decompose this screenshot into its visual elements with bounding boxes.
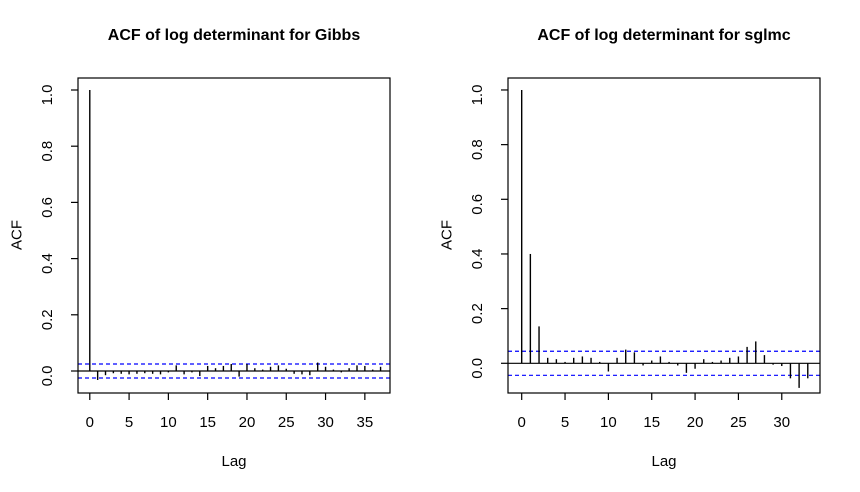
svg-text:0: 0 xyxy=(86,414,94,431)
svg-text:0: 0 xyxy=(518,414,526,431)
svg-text:0.4: 0.4 xyxy=(469,249,486,270)
svg-text:1.0: 1.0 xyxy=(469,85,486,106)
svg-text:15: 15 xyxy=(643,414,660,431)
svg-text:30: 30 xyxy=(773,414,790,431)
acf-panel-sglmc: 0 5 10 15 20 25 30 0.0 0.2 0.4 0.6 0.8 1.0 ACF of lo… xyxy=(430,0,860,492)
svg-text:10: 10 xyxy=(600,414,617,431)
svg-text:15: 15 xyxy=(199,414,216,431)
svg-text:0.2: 0.2 xyxy=(469,303,486,324)
svg-text:35: 35 xyxy=(357,414,374,431)
chart-title-gibbs: ACF of log determinant for Gibbs xyxy=(107,27,361,44)
x-axis-label-sglmc: Lag xyxy=(651,453,677,470)
svg-text:30: 30 xyxy=(317,414,334,431)
svg-text:0.0: 0.0 xyxy=(39,366,56,387)
svg-text:0.6: 0.6 xyxy=(39,197,56,218)
acf-chart-gibbs: 0 5 10 15 20 25 30 35 0.0 0.2 0.4 0.6 0.8 1.0 xyxy=(39,77,391,431)
svg-text:0.8: 0.8 xyxy=(469,139,486,160)
svg-text:5: 5 xyxy=(125,414,133,431)
svg-text:25: 25 xyxy=(730,414,747,431)
svg-text:10: 10 xyxy=(160,414,177,431)
y-axis-label-gibbs: ACF xyxy=(8,220,26,250)
chart-title-sglmc: ACF of log determinant for sglmc xyxy=(537,27,791,44)
svg-text:0.4: 0.4 xyxy=(39,253,56,274)
svg-text:5: 5 xyxy=(561,414,569,431)
svg-text:1.0: 1.0 xyxy=(39,85,56,106)
x-axis-label-gibbs: Lag xyxy=(221,453,247,470)
svg-text:0.8: 0.8 xyxy=(39,141,56,162)
acf-panel-gibbs: 0 5 10 15 20 25 30 35 0.0 0.2 0.4 0.6 0.8 1.0 ACF of … xyxy=(8,27,391,470)
svg-text:25: 25 xyxy=(278,414,295,431)
svg-text:20: 20 xyxy=(687,414,704,431)
svg-text:0.6: 0.6 xyxy=(469,194,486,215)
svg-text:0.0: 0.0 xyxy=(469,358,486,379)
svg-text:20: 20 xyxy=(239,414,256,431)
svg-text:0.2: 0.2 xyxy=(39,309,56,330)
acf-chart-sglmc: 0 5 10 15 20 25 30 0.0 0.2 0.4 0.6 0.8 1.0 xyxy=(469,77,821,431)
y-axis-label-sglmc: ACF xyxy=(438,220,456,250)
